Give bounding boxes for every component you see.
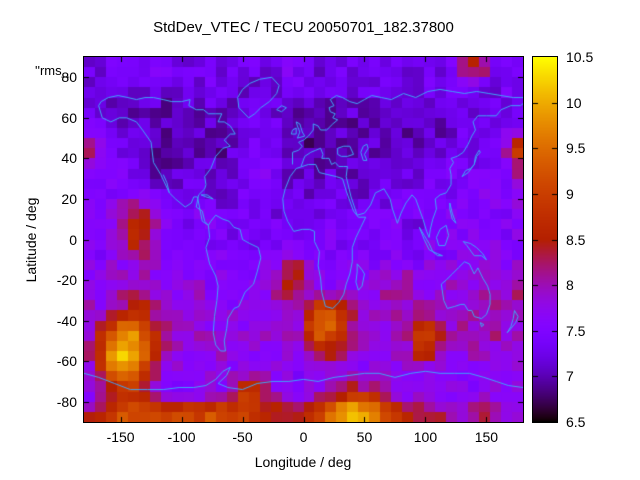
chart-title: StdDev_VTEC / TECU 20050701_182.37800 — [153, 19, 454, 36]
colorbar-tick-label: 6.5 — [566, 414, 586, 430]
y-tick-label: 40 — [61, 150, 77, 167]
x-tick-label: 150 — [474, 429, 499, 445]
colorbar-tick-label: 8.5 — [566, 231, 586, 248]
y-tick-label: -80 — [56, 393, 77, 410]
map-canvas — [84, 57, 523, 422]
x-tick-label: 0 — [299, 429, 308, 445]
y-tick-label: 80 — [61, 69, 77, 86]
colorbar-tick-label: 8 — [566, 277, 574, 294]
y-tick-label: -20 — [56, 272, 77, 289]
colorbar-tick-label: 10.5 — [566, 49, 594, 65]
x-axis-title: Longitude / deg — [254, 454, 352, 470]
plot-area — [83, 56, 524, 423]
x-tick-label: -100 — [167, 429, 196, 445]
x-tick-label: -150 — [106, 429, 135, 445]
x-tick-label: 50 — [356, 429, 373, 445]
colorbar-tick-label: 9.5 — [566, 140, 586, 157]
colorbar — [532, 56, 558, 423]
y-tick-label: 60 — [61, 109, 77, 126]
y-tick-label: 20 — [61, 190, 77, 207]
colorbar-tick-label: 9 — [566, 185, 574, 202]
y-tick-label: 0 — [69, 231, 77, 248]
x-tick-label: 100 — [413, 429, 438, 445]
y-tick-label: -60 — [56, 353, 77, 370]
rms-overlay-label: ''rms_ — [35, 63, 69, 78]
colorbar-tick-label: 7 — [566, 368, 574, 385]
colorbar-canvas — [533, 57, 557, 422]
x-tick-label: -50 — [232, 429, 253, 445]
colorbar-tick-label: 7.5 — [566, 322, 586, 339]
colorbar-tick-label: 10 — [566, 94, 582, 111]
y-tick-label: -40 — [56, 312, 77, 329]
